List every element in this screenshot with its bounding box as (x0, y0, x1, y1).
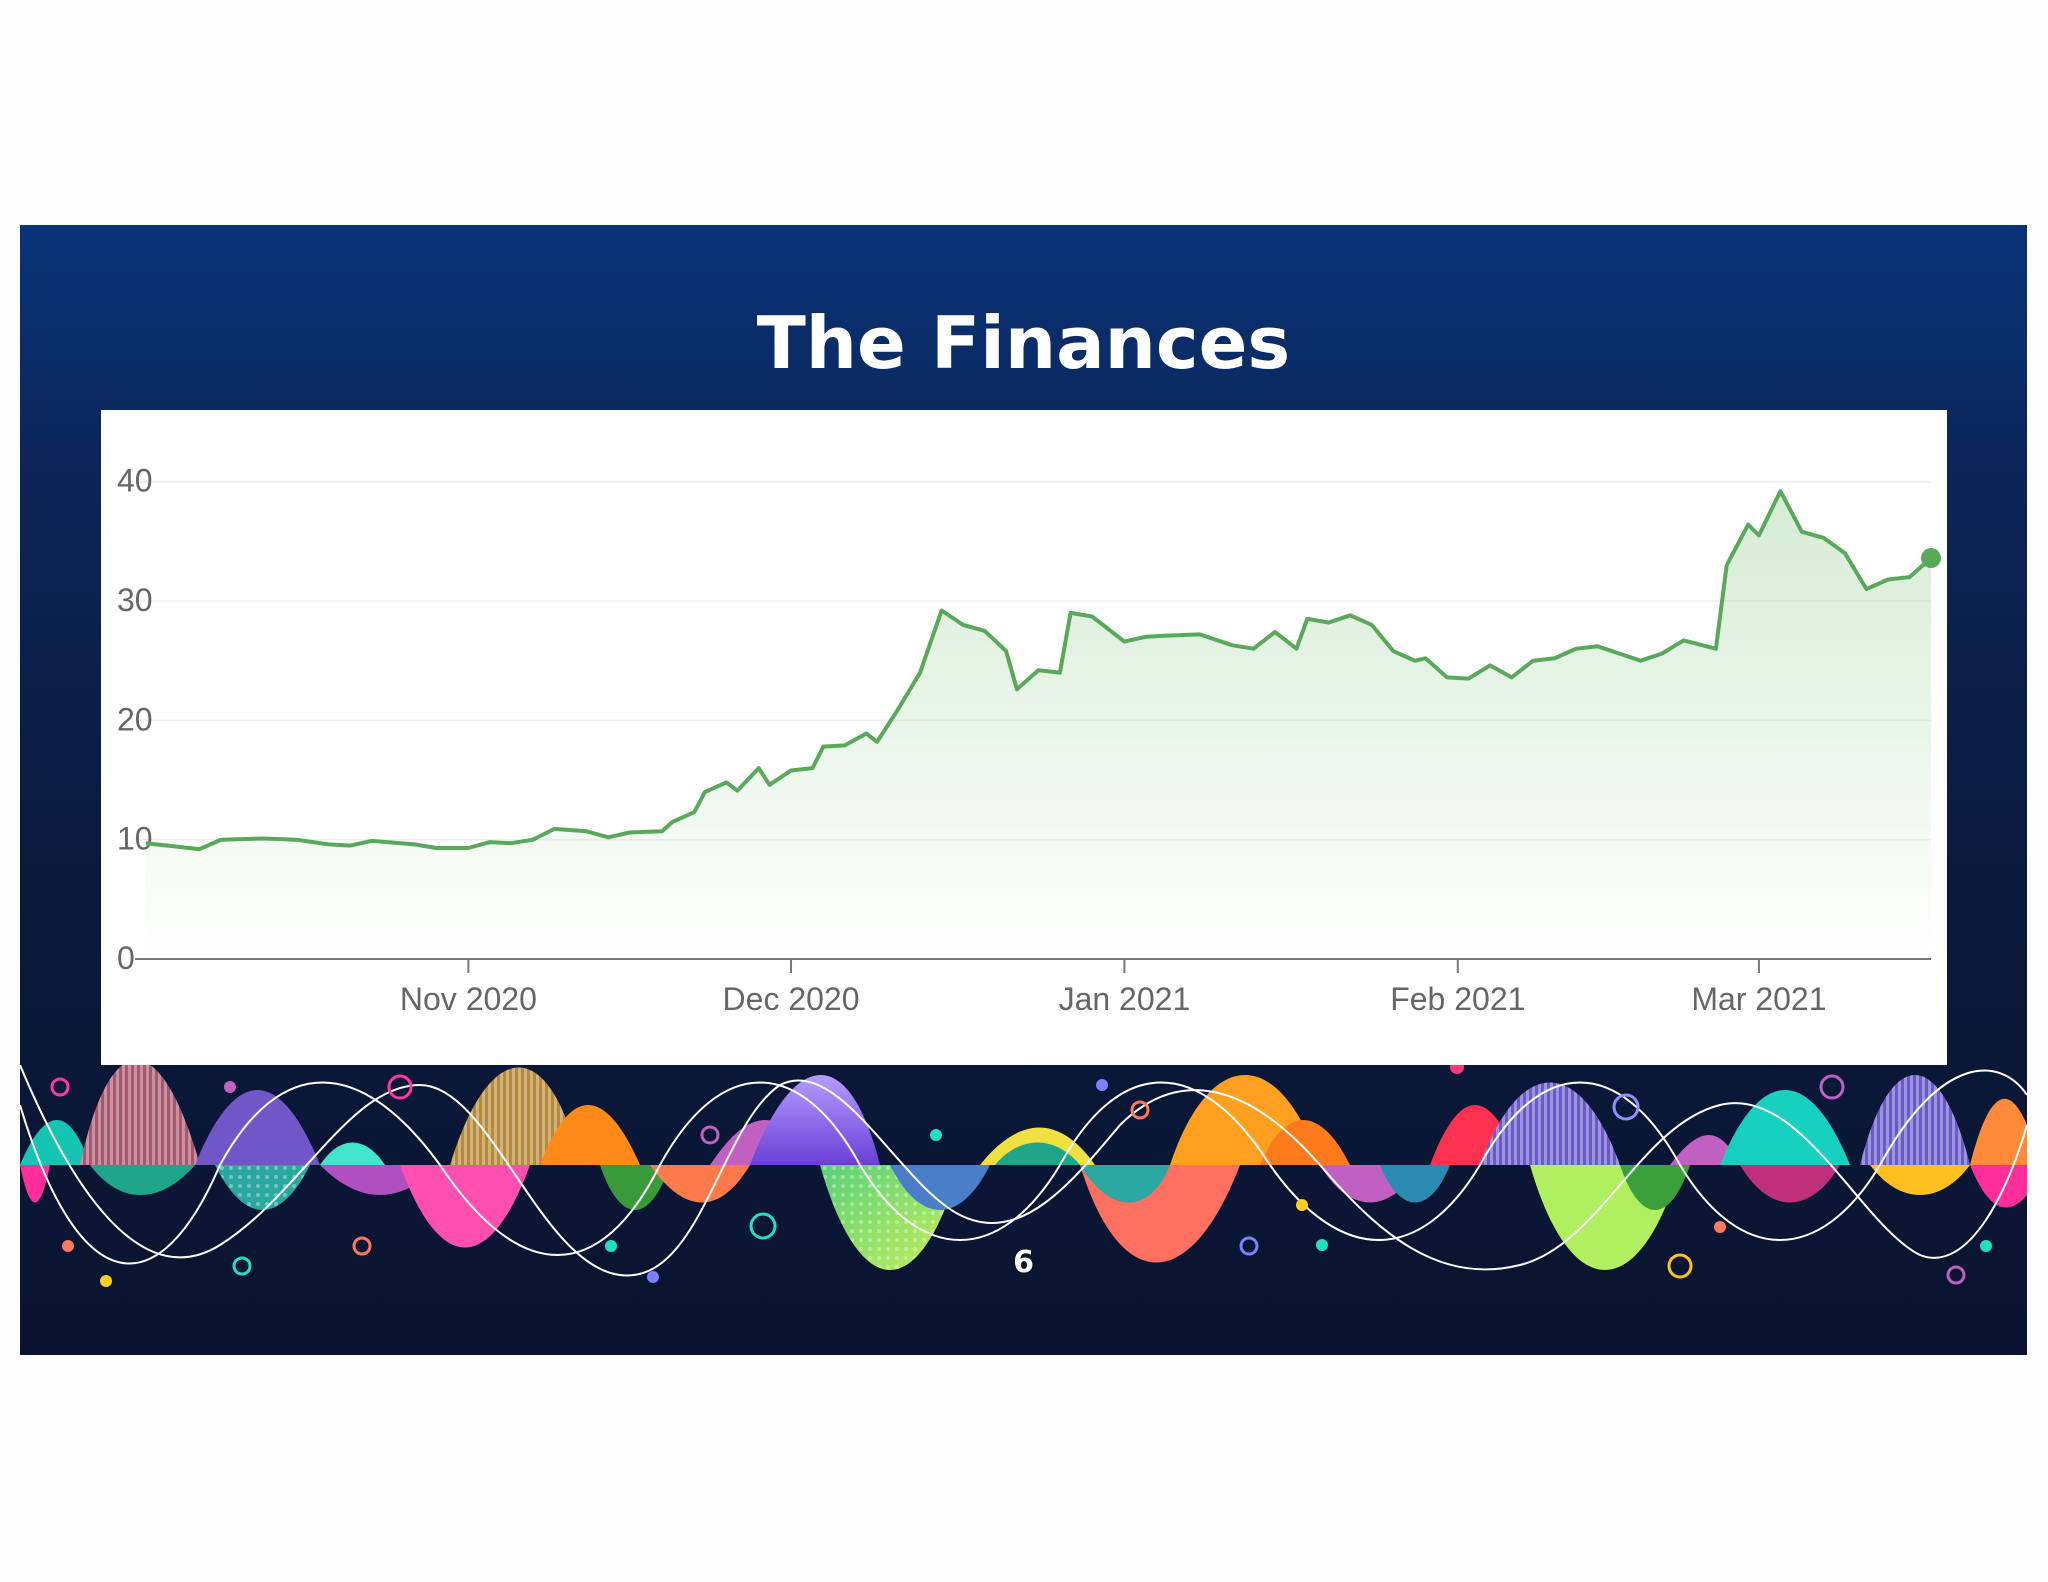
x-tick-label: Mar 2021 (1691, 981, 1826, 1017)
x-tick-label: Dec 2020 (723, 981, 860, 1017)
x-tick-label: Feb 2021 (1390, 981, 1525, 1017)
wave-blobs (20, 1065, 2027, 1270)
chart-card: 0 10 20 30 40 Nov 2020 Dec 2020 Jan 2021 Feb 202… (101, 410, 1947, 1065)
wave-teal (20, 1120, 90, 1165)
page-number: 6 (1013, 1245, 1034, 1280)
white-sine-line-2 (20, 1065, 2027, 1277)
white-sine-line-1 (20, 1069, 2027, 1265)
slide-background: The Finances 0 10 20 30 40 Nov 2020 Dec 2020 Ja… (20, 225, 2027, 1355)
series-line (145, 489, 1933, 852)
y-tick-label: 40 (117, 463, 153, 499)
last-point-marker (1921, 548, 1941, 569)
slide-title: The Finances (756, 301, 1291, 385)
x-tick-label: Nov 2020 (400, 981, 537, 1017)
series-area (145, 491, 1931, 959)
y-tick-label: 20 (117, 701, 153, 737)
y-tick-label: 0 (117, 940, 135, 976)
decorative-wave-pattern (20, 1065, 2027, 1287)
x-tick-label: Jan 2021 (1059, 981, 1191, 1017)
decor-circles (50, 1065, 1992, 1287)
y-tick-label: 30 (117, 582, 153, 618)
wave-pink (20, 1165, 50, 1203)
